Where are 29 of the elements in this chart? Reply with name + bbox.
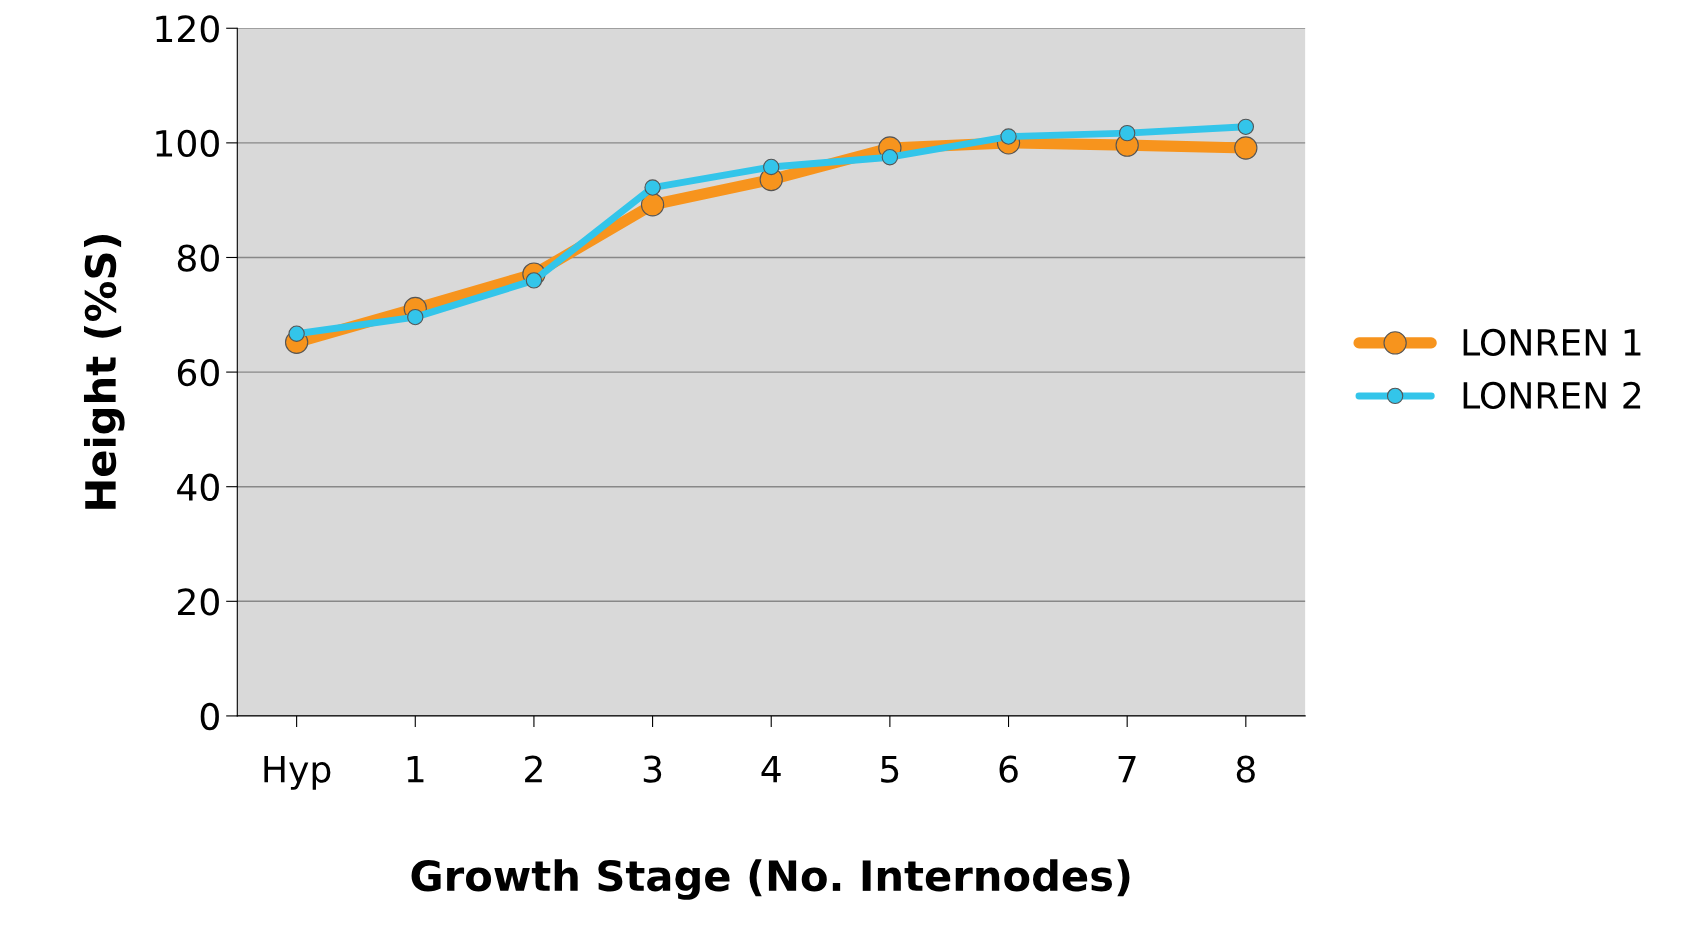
point	[763, 158, 780, 176]
x-tick-label: 3	[643, 755, 662, 783]
x-tick-label: 1	[407, 755, 424, 783]
legend-label: LONREN 1	[1463, 328, 1641, 357]
point	[407, 308, 424, 326]
point	[1118, 124, 1136, 142]
x-tick-label: 6	[999, 755, 1018, 783]
point	[644, 179, 661, 196]
x-tick-label: 7	[1118, 755, 1136, 783]
y-axis-title: Height (%S)	[83, 235, 125, 509]
x-tick-label: 4	[761, 755, 781, 783]
y-tick-label: 20	[178, 588, 219, 616]
legend-label: LONREN 2	[1463, 381, 1641, 410]
x-tick-label: 8	[1236, 755, 1255, 783]
point	[288, 325, 305, 342]
x-tick-label: Hyp	[264, 755, 331, 790]
point	[1237, 118, 1255, 136]
y-tick-label: 0	[200, 702, 219, 731]
y-tick-label: 80	[177, 244, 219, 272]
y-tick-label: 60	[177, 359, 219, 387]
point	[881, 149, 899, 166]
x-tick-label: 2	[525, 755, 542, 783]
y-tick-label: 100	[156, 129, 219, 158]
point	[1234, 136, 1258, 160]
x-axis-title: Growth Stage (No. Internodes)	[411, 859, 1130, 900]
y-tick-label: 40	[177, 473, 219, 501]
point	[640, 193, 665, 217]
y-tick-label: 120	[156, 15, 219, 43]
x-tick-label: 5	[881, 755, 899, 783]
